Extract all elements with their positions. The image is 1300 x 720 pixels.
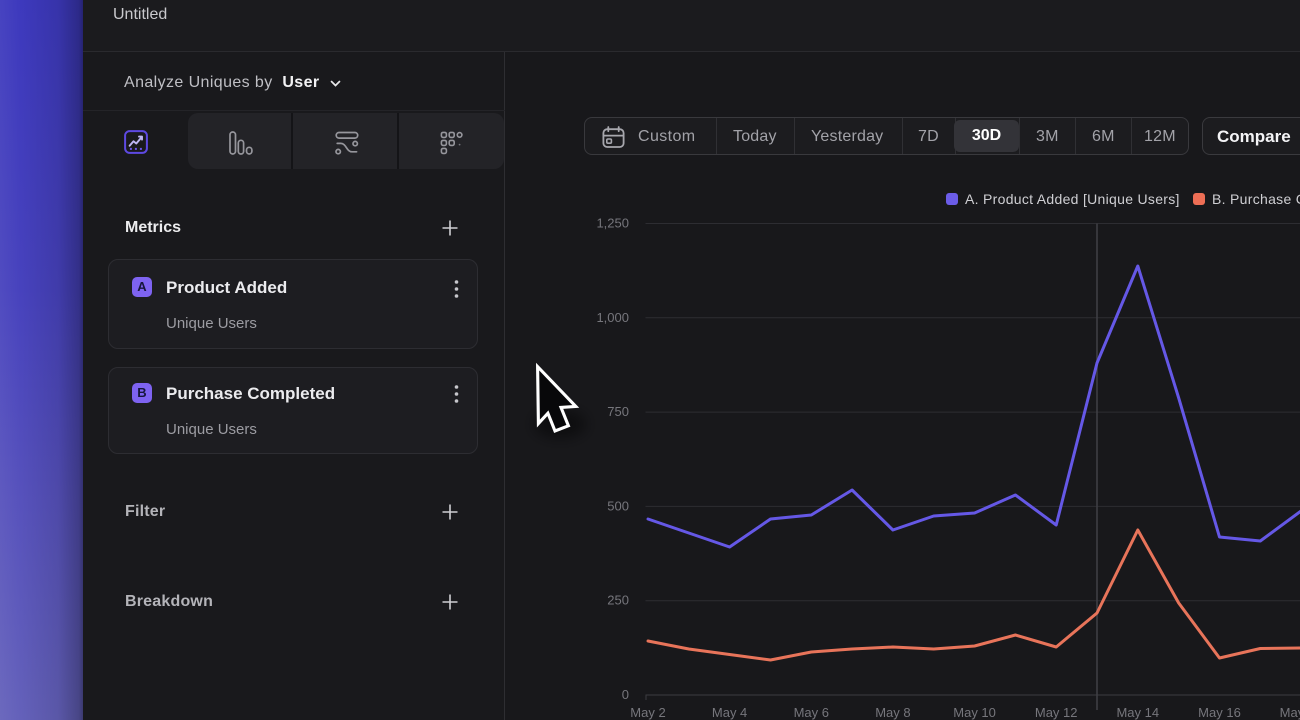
svg-text:May 16: May 16 [1198, 705, 1241, 720]
svg-text:750: 750 [607, 404, 629, 419]
svg-text:May 6: May 6 [794, 705, 829, 720]
svg-text:May 4: May 4 [712, 705, 747, 720]
svg-text:250: 250 [607, 593, 629, 608]
svg-text:1,000: 1,000 [596, 310, 629, 325]
svg-text:0: 0 [622, 687, 629, 702]
svg-text:1,250: 1,250 [596, 216, 629, 231]
svg-text:May 10: May 10 [953, 705, 996, 720]
svg-text:May 2: May 2 [630, 705, 665, 720]
svg-text:May 14: May 14 [1116, 705, 1159, 720]
svg-text:500: 500 [607, 498, 629, 513]
svg-text:May 18: May 18 [1280, 705, 1300, 720]
svg-text:May 12: May 12 [1035, 705, 1078, 720]
svg-text:May 8: May 8 [875, 705, 910, 720]
